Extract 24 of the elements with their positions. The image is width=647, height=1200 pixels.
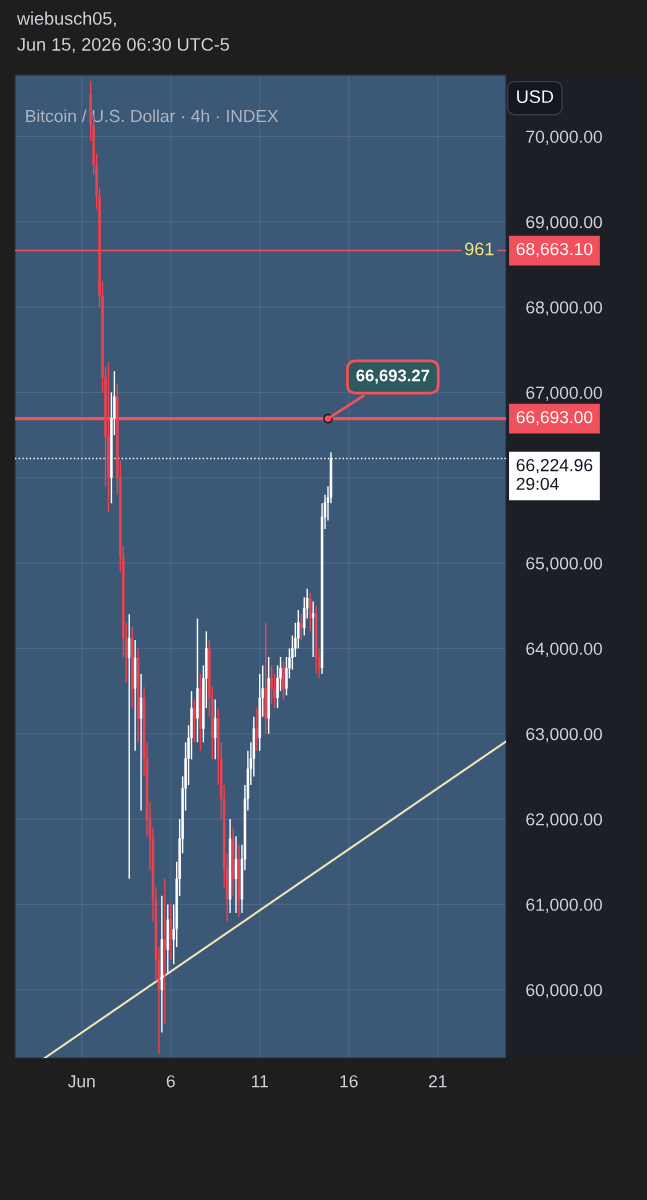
- y-tick-label: 67,000.00: [526, 386, 602, 401]
- annotation: 961: [465, 242, 494, 256]
- y-tick-label: 64,000.00: [526, 642, 602, 657]
- y-tick-label: 63,000.00: [526, 727, 602, 743]
- x-tick-label: 21: [428, 1075, 447, 1088]
- y-tick-label: 65,000.00: [526, 557, 602, 572]
- x-tick-label: 11: [252, 1075, 268, 1088]
- y-tick-label: 61,000.00: [526, 898, 602, 913]
- annotation: 66,693.27: [356, 369, 430, 384]
- ref-line-label: 66,224.96 29:04: [516, 459, 593, 491]
- text: Bitcoin / U.S. Dollar · 4h · INDEX: [26, 109, 279, 123]
- y-tick-label: 68,000.00: [526, 301, 602, 316]
- x-tick-label: Jun: [68, 1075, 95, 1088]
- text: Jun 15, 2026 06:30 UTC-5: [17, 38, 230, 53]
- x-tick-label: 16: [340, 1075, 358, 1088]
- text: wiebusch05,: [16, 11, 116, 27]
- y-axis-title: USD: [517, 90, 554, 104]
- y-tick-label: 69,000.00: [526, 215, 602, 231]
- x-tick-label: 6: [166, 1075, 175, 1088]
- y-tick-label: 70,000.00: [526, 130, 602, 145]
- ref-line-label: 66,693.00: [516, 410, 593, 426]
- ref-line-label: 68,663.10: [516, 242, 593, 258]
- y-tick-label: 62,000.00: [526, 813, 602, 828]
- y-tick-label: 60,000.00: [526, 983, 602, 999]
